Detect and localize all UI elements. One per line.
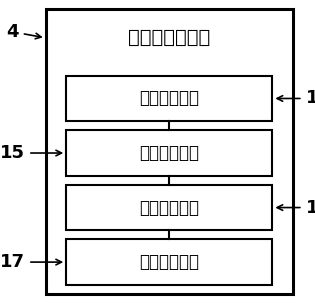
Text: 特征提取模块: 特征提取模块 <box>139 198 199 217</box>
Bar <box>66 239 272 285</box>
Text: 16: 16 <box>277 198 315 217</box>
Text: 15: 15 <box>0 144 61 162</box>
Text: 平面裁切模块: 平面裁切模块 <box>139 144 199 162</box>
Text: 17: 17 <box>0 253 61 271</box>
Text: 空间测量子系统: 空间测量子系统 <box>128 28 210 47</box>
Bar <box>46 9 293 294</box>
Text: 特征识别模块: 特征识别模块 <box>139 89 199 108</box>
Text: 14: 14 <box>277 89 315 108</box>
Bar <box>66 185 272 230</box>
Text: 4: 4 <box>6 23 41 41</box>
Bar <box>66 130 272 176</box>
Bar <box>66 76 272 121</box>
Text: 尺寸测量模块: 尺寸测量模块 <box>139 253 199 271</box>
